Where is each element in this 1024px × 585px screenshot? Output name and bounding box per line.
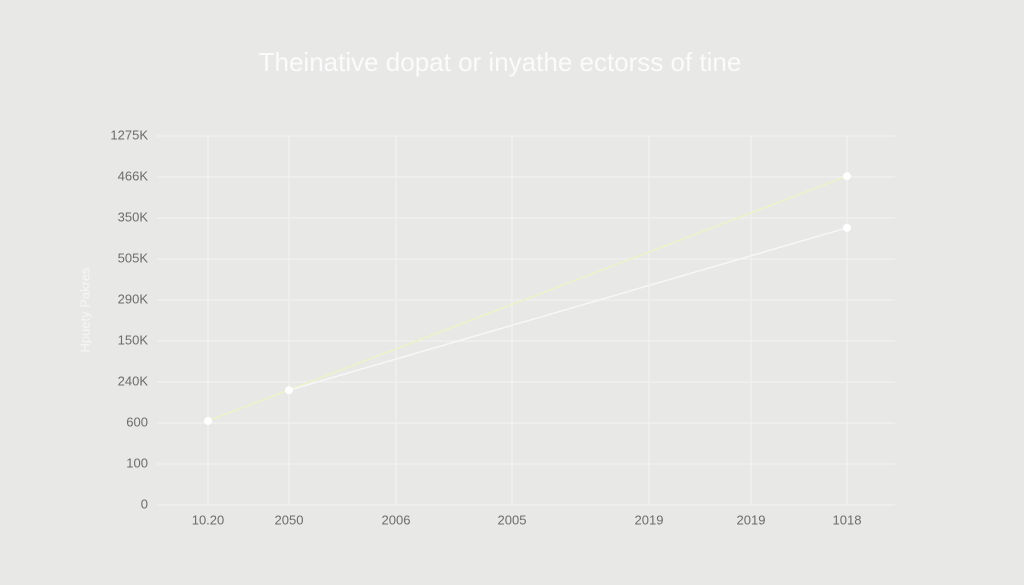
y-tick-label: 466K — [118, 168, 149, 183]
data-point — [843, 223, 851, 232]
data-point — [843, 172, 851, 181]
y-tick-label: 0 — [141, 496, 148, 511]
y-tick-label: 600 — [126, 414, 148, 429]
x-tick-label: 10.20 — [192, 512, 225, 527]
y-axis-label: Hpuety Pakres — [77, 267, 92, 353]
y-tick-label: 100 — [126, 455, 148, 470]
x-tick-label: 2050 — [275, 512, 304, 527]
x-tick-label: 2006 — [382, 512, 411, 527]
chart-title: Theinative dopat or inyathe ectorss of t… — [259, 47, 742, 77]
y-tick-label: 505K — [118, 250, 149, 265]
y-tick-label: 290K — [118, 291, 149, 306]
series-line — [207, 175, 848, 422]
y-tick-label: 1275K — [110, 127, 148, 142]
y-tick-label: 350K — [118, 209, 149, 224]
x-tick-label: 2005 — [498, 512, 527, 527]
series-line — [288, 227, 848, 391]
x-tick-label: 2019 — [737, 512, 766, 527]
x-tick-label: 2019 — [635, 512, 664, 527]
data-point — [285, 386, 293, 395]
y-tick-label: 150K — [118, 332, 149, 347]
data-point — [204, 416, 212, 425]
x-tick-label: 1018 — [833, 512, 862, 527]
y-tick-label: 240K — [118, 373, 149, 388]
